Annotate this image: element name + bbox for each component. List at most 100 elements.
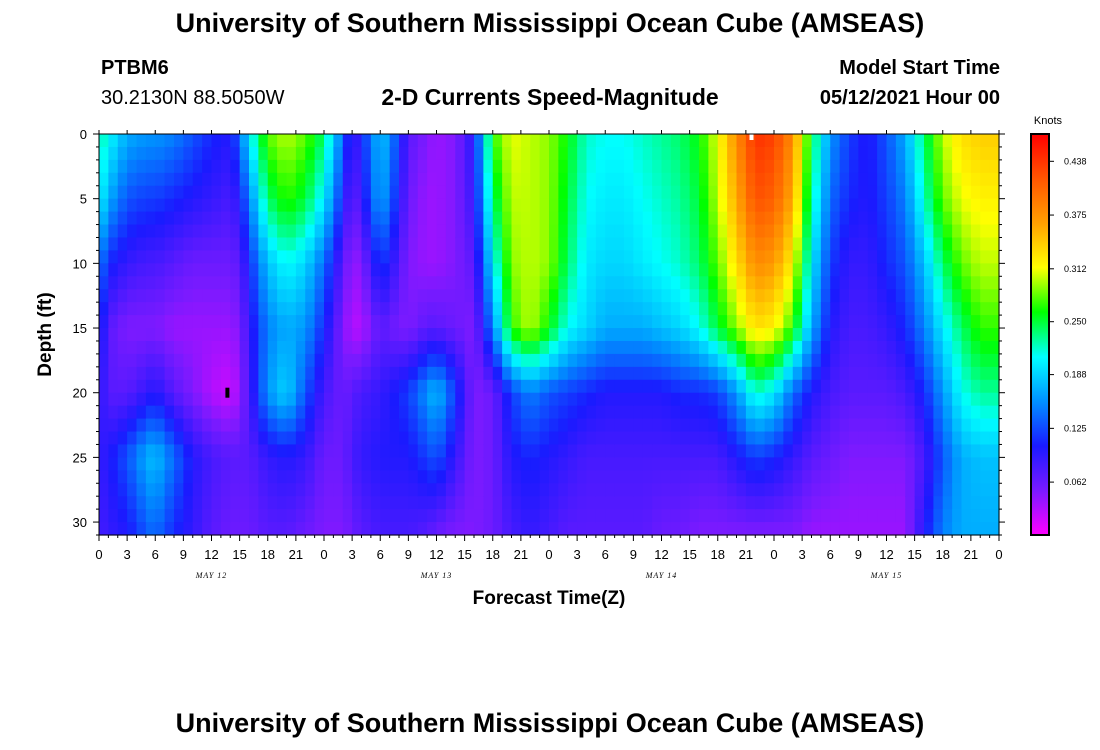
heatmap-cell [99,146,109,161]
heatmap-cell [783,470,794,484]
heatmap-cell [155,392,166,407]
heatmap-cell [877,483,888,497]
heatmap-cell [239,185,250,200]
heatmap-cell [886,405,897,420]
heatmap-cell [530,522,541,536]
heatmap-cell [183,496,194,510]
heatmap-cell [164,418,175,433]
heatmap-cell [849,185,859,200]
heatmap-cell [933,237,944,252]
heatmap-cell [427,263,438,277]
heatmap-cell [792,366,803,381]
heatmap-cell [174,250,184,264]
heatmap-cell [595,159,606,174]
heatmap-cell [389,379,400,394]
heatmap-cell [155,522,166,536]
heatmap-cell [164,340,175,355]
heatmap-cell [549,328,559,342]
heatmap-cell [595,405,606,420]
model-start-value: 05/12/2021 Hour 00 [819,87,1000,109]
heatmap-cell [839,250,850,264]
heatmap-cell [586,250,597,264]
heatmap-cell [399,250,409,264]
heatmap-cell [820,250,831,264]
heatmap-cell [905,315,916,329]
heatmap-cell [539,457,550,471]
heatmap-cell [502,470,513,484]
heatmap-cell [258,431,269,446]
heatmap-cell [145,379,156,394]
heatmap-cell [605,263,616,277]
chart-title-bottom: University of Southern Mississippi Ocean… [175,708,925,738]
heatmap-cell [145,237,156,252]
heatmap-cell [867,276,878,290]
heatmap-cell [520,276,531,290]
heatmap-cell [642,470,653,484]
heatmap-cell [989,392,1000,407]
heatmap-cell [258,366,269,381]
heatmap-cell [830,496,841,510]
heatmap-cell [689,496,700,510]
heatmap-cell [558,366,569,381]
heatmap-cell [192,470,203,484]
heatmap-cell [595,496,606,510]
heatmap-cell [389,302,400,316]
heatmap-cell [577,405,588,420]
heatmap-cell [539,509,550,523]
heatmap-cell [858,483,869,497]
heatmap-cell [970,263,981,277]
heatmap-cell [295,276,306,290]
heatmap-cell [614,224,625,239]
heatmap-cell [989,315,1000,329]
heatmap-cell [295,431,306,446]
heatmap-cell [277,509,288,523]
heatmap-cell [942,302,953,316]
heatmap-cell [511,483,522,497]
heatmap-cell [699,418,709,433]
heatmap-cell [127,159,138,174]
heatmap-cell [755,211,766,226]
heatmap-cell [980,470,991,484]
heatmap-cell [117,211,128,226]
heatmap-cell [436,496,447,510]
x-tick-label: 9 [630,547,637,562]
heatmap-cell [399,198,409,213]
heatmap-cell [483,457,494,471]
heatmap-cell [849,405,859,420]
heatmap-cell [652,250,663,264]
heatmap-cell [680,172,691,187]
heatmap-cell [614,444,625,458]
heatmap-cell [764,224,775,239]
heatmap-cell [624,457,634,471]
heatmap-cell [239,496,250,510]
heatmap-cell [558,289,569,303]
heatmap-cell [708,224,719,239]
heatmap-cell [305,237,316,252]
heatmap-cell [136,379,147,394]
heatmap-cell [624,134,634,148]
heatmap-cell [511,366,522,381]
heatmap-cell [755,340,766,355]
heatmap-cell [614,315,625,329]
heatmap-cell [933,276,944,290]
heatmap-cell [567,470,578,484]
heatmap-cell [202,237,213,252]
heatmap-cell [342,224,353,239]
heatmap-cell [464,146,475,161]
heatmap-cell [839,198,850,213]
heatmap-cell [586,185,597,200]
heatmap-cell [792,172,803,187]
heatmap-cell [183,289,194,303]
heatmap-cell [239,353,250,368]
heatmap-cell [567,289,578,303]
heatmap-cell [708,289,719,303]
heatmap-cell [783,328,794,342]
heatmap-cell [849,134,859,148]
heatmap-cell [792,146,803,161]
colorbar-tick-label: 0.438 [1064,156,1087,166]
heatmap-cell [717,146,728,161]
heatmap-cell [745,302,756,316]
heatmap-cell [877,159,888,174]
heatmap-cell [511,211,522,226]
heatmap-cell [305,470,316,484]
